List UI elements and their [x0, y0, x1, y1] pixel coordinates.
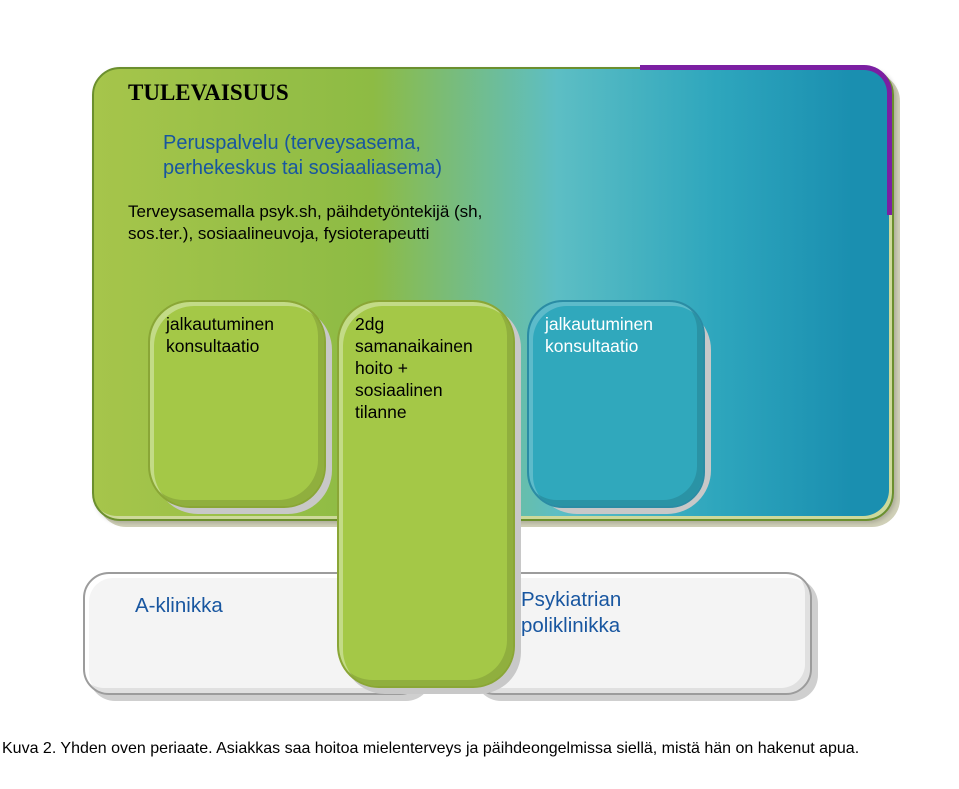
bottom-right-label-line1: Psykiatrian: [521, 588, 621, 613]
diagram-stage: TULEVAISUUS Peruspalvelu (terveysasema, …: [0, 0, 959, 789]
small-box-right-line2: konsultaatio: [545, 336, 687, 358]
small-box-center-line2: samanaikainen: [355, 336, 497, 358]
figure-caption: Kuva 2. Yhden oven periaate. Asiakkas sa…: [2, 740, 952, 758]
small-box-center-line1: 2dg: [355, 314, 497, 336]
bottom-left-label: A-klinikka: [135, 594, 223, 618]
small-box-center: 2dg samanaikainen hoito + sosiaalinen ti…: [337, 300, 515, 688]
small-box-left-line1: jalkautuminen: [166, 314, 308, 336]
subtitle-line1: Peruspalvelu (terveysasema,: [163, 132, 421, 155]
small-box-center-line3: hoito +: [355, 358, 497, 380]
small-box-left: jalkautuminen konsultaatio: [148, 300, 326, 508]
bottom-right-label-line2: poliklinikka: [521, 614, 620, 639]
subtitle-line2: perhekeskus tai sosiaaliasema): [163, 157, 442, 180]
small-box-right-line1: jalkautuminen: [545, 314, 687, 336]
below-line2: sos.ter.), sosiaalineuvoja, fysioterapeu…: [128, 224, 429, 244]
small-box-left-line2: konsultaatio: [166, 336, 308, 358]
page-title: TULEVAISUUS: [128, 80, 289, 106]
small-box-center-line5: tilanne: [355, 402, 497, 424]
below-line1: Terveysasemalla psyk.sh, päihdetyöntekij…: [128, 202, 482, 222]
small-box-center-line4: sosiaalinen: [355, 380, 497, 402]
small-box-right: jalkautuminen konsultaatio: [527, 300, 705, 508]
